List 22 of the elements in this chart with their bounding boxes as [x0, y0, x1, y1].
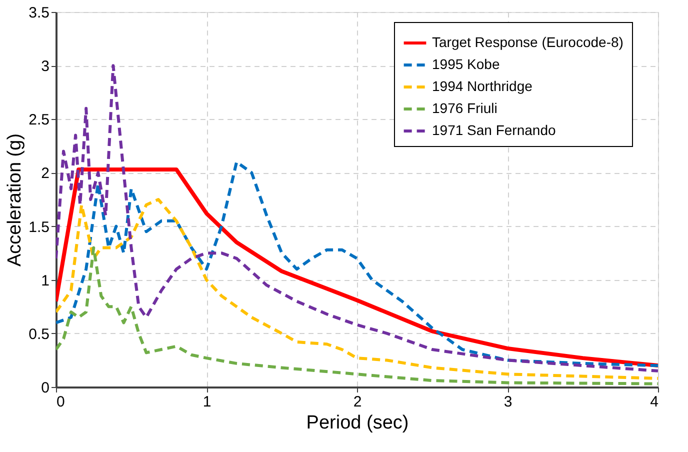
legend-label: 1995 Kobe [432, 56, 500, 72]
y-axis-title: Acceleration (g) [4, 133, 26, 267]
x-tick-label: 2 [353, 394, 362, 410]
legend-label: 1971 San Fernando [432, 122, 556, 138]
x-axis-title: Period (sec) [306, 412, 409, 434]
y-tick-label: 2.5 [28, 112, 50, 129]
y-tick-label: 3.5 [28, 4, 50, 22]
legend-label: 1976 Friuli [432, 100, 498, 116]
y-tick-label: 2 [41, 165, 50, 182]
y-tick-label: 0 [41, 380, 50, 396]
line-series [56, 246, 658, 386]
x-tick-label: 0 [56, 394, 65, 410]
x-tick-label: 4 [650, 394, 658, 410]
x-tick-label: 1 [202, 394, 212, 410]
y-tick-label: 1 [41, 272, 50, 290]
y-tick-label: 0.5 [28, 326, 50, 343]
line-series [56, 198, 658, 380]
x-tick-label: 3 [504, 394, 512, 410]
legend-label: Target Response (Eurocode-8) [432, 34, 624, 50]
y-tick-label: 3 [41, 58, 50, 76]
legend-label: 1994 Northridge [432, 78, 533, 94]
y-tick-label: 1.5 [28, 218, 50, 236]
